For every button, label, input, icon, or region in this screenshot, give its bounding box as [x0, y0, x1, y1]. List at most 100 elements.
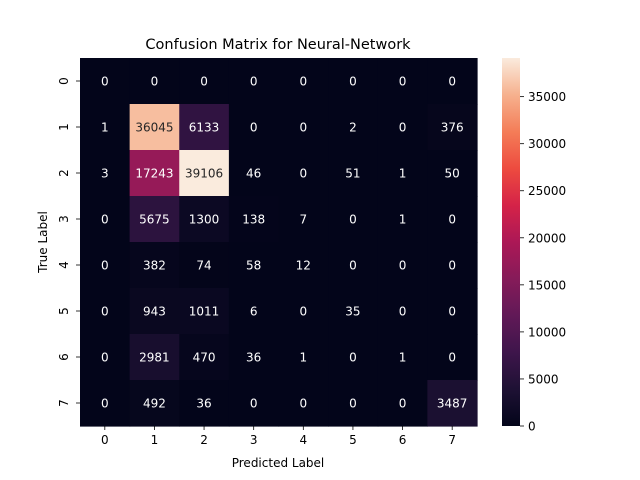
cell-value-label: 3487 [437, 397, 468, 411]
heatmap-cell [228, 196, 280, 243]
heatmap-cell [80, 288, 131, 335]
heatmap-cell [179, 380, 230, 427]
cell-value-label: 0 [101, 397, 109, 411]
cell-value-label: 0 [399, 121, 407, 135]
heatmap-cell [427, 334, 478, 381]
y-tick-label: 1 [57, 123, 71, 131]
colorbar-tick-label: 0 [528, 420, 536, 434]
heatmap-cell [328, 196, 379, 243]
heatmap-cell [228, 104, 280, 151]
cell-value-label: 943 [143, 305, 166, 319]
heatmap-cell [129, 58, 180, 105]
heatmap-cell [278, 288, 329, 335]
cell-value-label: 0 [448, 213, 456, 227]
heatmap-cell [328, 58, 379, 105]
heatmap-cell [228, 380, 280, 427]
y-tick-label: 2 [57, 169, 71, 177]
heatmap-cell [427, 242, 478, 289]
heatmap-cell [328, 242, 379, 289]
x-tick-label: 3 [250, 433, 258, 447]
cell-value-label: 0 [299, 75, 307, 89]
heatmap-cell [179, 150, 230, 197]
heatmap-cell [228, 288, 280, 335]
heatmap-cell [80, 242, 131, 289]
heatmap-cell [80, 196, 131, 243]
heatmap-cell [129, 334, 180, 381]
cell-value-label: 17243 [135, 167, 173, 181]
cell-value-label: 39106 [185, 167, 223, 181]
heatmap-cell [278, 242, 329, 289]
y-tick-label: 6 [57, 353, 71, 361]
x-tick-label: 5 [349, 433, 357, 447]
heatmap-cell [427, 288, 478, 335]
heatmap-cell [179, 196, 230, 243]
x-axis: 0 1 2 3 4 5 6 7 [101, 426, 456, 447]
cell-value-label: 0 [250, 121, 258, 135]
cell-value-label: 1011 [189, 305, 220, 319]
cell-value-label: 0 [448, 75, 456, 89]
colorbar-tick-label: 20000 [528, 231, 566, 245]
cell-value-label: 0 [299, 167, 307, 181]
cell-value-label: 0 [349, 75, 357, 89]
heatmap-cell [80, 104, 131, 151]
heatmap-cell [179, 104, 230, 151]
y-tick-label: 3 [57, 215, 71, 223]
cell-value-label: 36 [196, 397, 211, 411]
y-tick-label: 5 [57, 307, 71, 315]
y-axis: 0 1 2 3 4 5 6 7 [57, 77, 80, 407]
colorbar-tick-label: 5000 [528, 372, 559, 386]
heatmap-cell [278, 104, 329, 151]
cell-value-label: 74 [196, 259, 211, 273]
colorbar-tick-label: 15000 [528, 278, 566, 292]
heatmap-cell [278, 196, 329, 243]
cell-value-label: 0 [101, 213, 109, 227]
cell-value-label: 0 [349, 259, 357, 273]
cell-value-label: 0 [399, 305, 407, 319]
cell-value-label: 35 [345, 305, 360, 319]
cell-value-label: 1 [101, 121, 109, 135]
chart-title: Confusion Matrix for Neural-Network [145, 37, 411, 53]
cell-value-label: 50 [445, 167, 460, 181]
colorbar [502, 58, 520, 426]
heatmap-cell [80, 58, 131, 105]
cell-value-label: 0 [101, 305, 109, 319]
cell-value-label: 3 [101, 167, 109, 181]
cell-value-label: 1300 [189, 213, 220, 227]
cell-value-label: 0 [349, 213, 357, 227]
heatmap-cell [80, 150, 131, 197]
heatmap-cell [427, 150, 478, 197]
cell-value-label: 6 [250, 305, 258, 319]
cell-value-label: 12 [296, 259, 311, 273]
cell-value-label: 382 [143, 259, 166, 273]
heatmap-cell-labels: 0 0 0 0 0 0 0 0 1 36045 6133 0 0 2 0 376 3 17243 39106 46 0 5… [101, 75, 467, 411]
cell-value-label: 0 [399, 397, 407, 411]
heatmap-cell [179, 334, 230, 381]
y-axis-label: True Label [36, 211, 50, 274]
heatmap-cell [377, 242, 428, 289]
cell-value-label: 0 [299, 397, 307, 411]
heatmap-cell [278, 150, 329, 197]
colorbar-tick-label: 35000 [528, 90, 566, 104]
heatmap-cell [278, 58, 329, 105]
heatmap-cell [129, 150, 180, 197]
cell-value-label: 0 [151, 75, 159, 89]
cell-value-label: 0 [250, 75, 258, 89]
cell-value-label: 0 [101, 351, 109, 365]
heatmap-cell [228, 150, 280, 197]
cell-value-label: 1 [399, 351, 407, 365]
cell-value-label: 46 [246, 167, 261, 181]
heatmap-cell [328, 288, 379, 335]
colorbar-tick-label: 30000 [528, 137, 566, 151]
cell-value-label: 0 [200, 75, 208, 89]
heatmap-cell [427, 104, 478, 151]
x-tick-label: 1 [151, 433, 159, 447]
heatmap-cell [278, 380, 329, 427]
heatmap-cell [377, 380, 428, 427]
heatmap-cell [179, 58, 230, 105]
cell-value-label: 0 [299, 121, 307, 135]
x-tick-label: 7 [448, 433, 456, 447]
cell-value-label: 492 [143, 397, 166, 411]
cell-value-label: 1 [399, 167, 407, 181]
cell-value-label: 0 [448, 305, 456, 319]
